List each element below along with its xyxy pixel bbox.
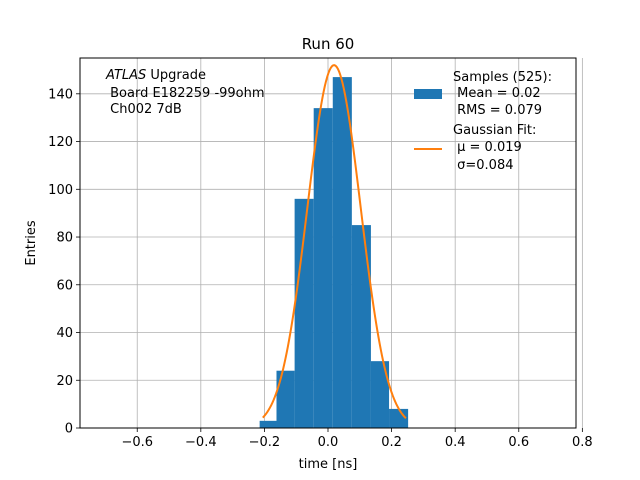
legend-histogram-swatch [414,89,442,99]
histogram-bar [351,225,371,428]
chart-title: Run 60 [302,35,355,53]
legend-fit-line-3: σ=0.084 [453,158,513,173]
x-tick-label: −0.2 [249,435,281,450]
legend-fit-line-2: μ = 0.019 [453,140,522,155]
histogram-bar [313,108,333,429]
x-tick-label: 0.2 [381,435,402,450]
annotation-line-3: Ch002 7dB [106,102,182,117]
y-tick-label: 100 [48,183,73,198]
legend: Samples (525): Mean = 0.02 RMS = 0.079 G… [414,70,552,173]
histogram-bar [294,198,314,428]
legend-hist-line-1: Samples (525): [453,70,552,85]
annotation-upgrade: Upgrade [146,68,206,83]
legend-hist-line-3: RMS = 0.079 [453,103,542,118]
legend-fit-line-1: Gaussian Fit: [453,123,536,138]
x-axis-label: time [ns] [299,457,358,472]
y-tick-label: 140 [48,87,73,102]
annotation-line-2: Board E182259 -99ohm [106,86,265,101]
y-tick-label: 20 [56,374,73,389]
atlas-annotation: ATLAS Upgrade Board E182259 -99ohm Ch002… [105,68,265,117]
x-tick-label: 0.0 [318,435,339,450]
x-tick-label: 0.8 [572,435,593,450]
histogram-bar [389,408,409,428]
x-tick-label: −0.4 [185,435,217,450]
axis-ticks: −0.6 −0.4 −0.2 0.0 0.2 0.4 0.6 0.8 0 20 40 60 80 100 1… [48,87,593,450]
x-tick-label: 0.4 [445,435,466,450]
y-tick-label: 120 [48,135,73,150]
annotation-atlas: ATLAS [105,68,146,83]
x-tick-label: 0.6 [508,435,529,450]
y-tick-label: 60 [56,278,73,293]
histogram-bar [259,420,277,428]
histogram-bar [276,370,295,428]
gaussian-fit [262,64,407,419]
y-tick-label: 80 [56,231,73,246]
y-axis-label: Entries [24,220,39,266]
gaussian-fit-curve [262,64,407,419]
annotation-line-1: ATLAS Upgrade [105,68,206,83]
histogram-bars [259,77,409,429]
histogram-bar [370,361,390,428]
y-tick-label: 40 [56,326,73,341]
histogram-bar [332,77,352,428]
y-tick-label: 0 [65,422,73,437]
legend-hist-line-2: Mean = 0.02 [453,86,541,101]
x-tick-label: −0.6 [121,435,153,450]
